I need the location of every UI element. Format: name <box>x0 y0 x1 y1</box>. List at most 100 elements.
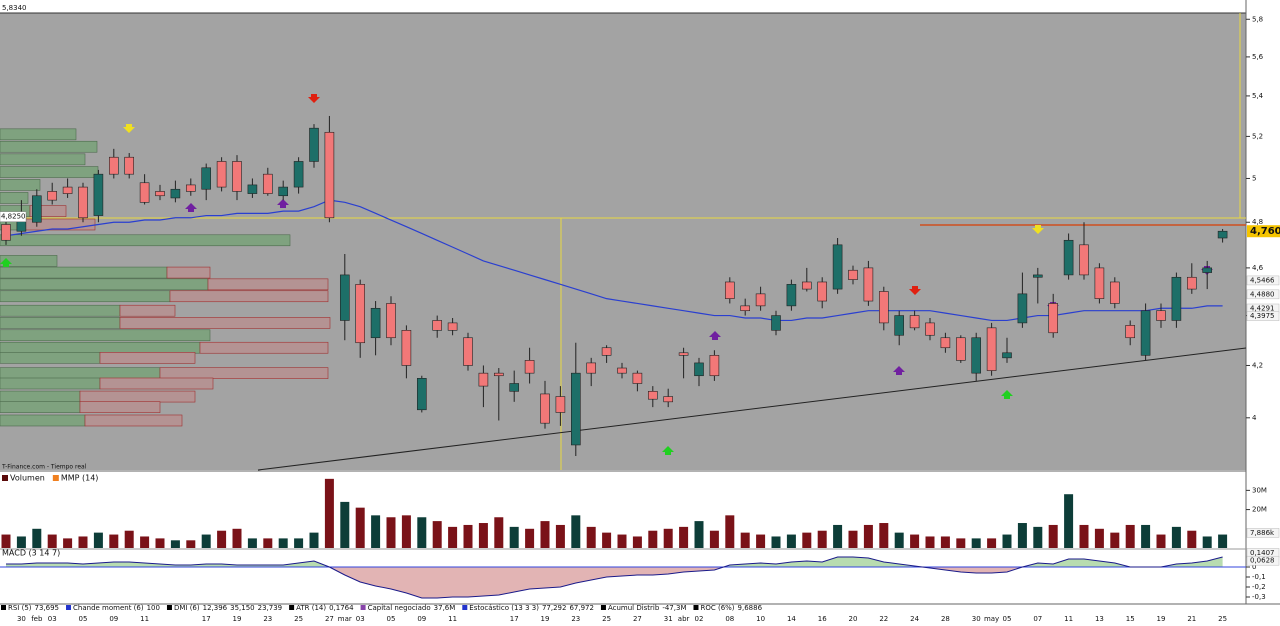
candle-body <box>47 191 58 201</box>
volume-bar <box>93 532 103 548</box>
x-tick-label: 17 <box>202 615 211 623</box>
profile-bar-up <box>0 341 201 354</box>
x-tick-label: 05 <box>387 615 396 623</box>
volume-bar <box>1187 530 1197 548</box>
x-tick-label: 24 <box>910 615 919 623</box>
x-tick-label: 13 <box>1095 615 1104 623</box>
x-tick-label: may <box>984 615 999 623</box>
volume-bar <box>509 526 519 548</box>
x-tick-label: 10 <box>756 615 765 623</box>
volume-bar <box>201 534 211 548</box>
volume-bar <box>540 521 550 548</box>
volume-bar <box>648 530 658 548</box>
profile-bar-up <box>0 352 101 364</box>
profile-bar-up <box>0 255 58 267</box>
volume-bar <box>802 532 812 548</box>
candle-body <box>216 161 227 188</box>
source-label: T-Finance.com - Tiempo real <box>1 464 87 471</box>
profile-bar-down <box>119 317 331 329</box>
volume-bar <box>910 534 920 548</box>
macd-area-positive <box>6 557 1223 567</box>
macd-panel <box>0 549 1246 604</box>
profile-bar-up <box>0 390 81 403</box>
candle-body <box>1217 230 1228 239</box>
x-tick-label: 30 <box>972 615 981 623</box>
candle-body <box>324 131 335 219</box>
profile-bar-up <box>0 290 171 303</box>
x-tick-label: 22 <box>879 615 888 623</box>
top-label: 5,8340 <box>2 4 27 12</box>
value-marker: 4,4291 <box>1250 305 1275 313</box>
signal-arrow <box>909 286 921 295</box>
x-tick-label: 08 <box>725 615 734 623</box>
candle-body <box>570 372 581 446</box>
candle-body <box>1094 267 1105 299</box>
volume-bar <box>971 538 981 548</box>
volume-bar <box>232 528 242 548</box>
profile-bar-down <box>166 266 211 279</box>
last-price: 4,760 <box>1250 226 1280 237</box>
volume-bar <box>324 478 334 548</box>
candle-body <box>771 315 781 331</box>
candle-body <box>1033 274 1043 278</box>
volume-bar <box>1033 526 1043 548</box>
volume-bar <box>386 517 396 548</box>
indicator-reading: 100 <box>147 604 160 612</box>
macd-line <box>6 556 1223 599</box>
candle-body <box>709 355 720 377</box>
x-tick-label: 11 <box>448 615 457 623</box>
volume-bar <box>725 515 735 548</box>
indicator-reading: 73,695 <box>35 604 60 612</box>
candle-body <box>1171 276 1182 321</box>
volume-bar <box>1048 524 1058 548</box>
candle-body <box>647 391 658 400</box>
x-tick-label: 05 <box>1003 615 1012 623</box>
value-marker: 4,4880 <box>1250 290 1275 298</box>
indicator-reading: 37,6M <box>434 604 456 612</box>
volume-bar <box>140 536 150 548</box>
value-marker-box <box>1246 275 1280 286</box>
volume-bar <box>894 532 904 548</box>
profile-bar-up <box>0 377 101 390</box>
candle-body <box>1 224 11 241</box>
candle-body <box>463 337 473 366</box>
volume-bar <box>786 534 796 548</box>
candle-body <box>232 161 242 192</box>
candle-body <box>801 281 812 290</box>
candle-body <box>848 269 858 280</box>
candle-body <box>909 315 920 329</box>
x-tick-label: 31 <box>664 615 673 623</box>
volume-bar <box>371 515 381 548</box>
candle-body <box>1063 239 1074 276</box>
volume-bar <box>987 538 997 548</box>
y-tick-label: 20M <box>1252 506 1267 514</box>
volume-bar <box>1156 534 1166 548</box>
x-tick-label: 16 <box>818 615 827 623</box>
x-tick-label: 17 <box>510 615 519 623</box>
x-tick-label: 15 <box>1126 615 1135 623</box>
candle-body <box>509 383 520 392</box>
candle-body <box>817 281 828 302</box>
volume-bar <box>571 515 581 548</box>
candle-body <box>632 372 643 384</box>
signal-arrow <box>662 446 674 455</box>
y-tick-label: 4,6 <box>1252 264 1264 272</box>
volume-bar <box>602 532 612 548</box>
indicator-reading: -47,3M <box>662 604 686 612</box>
candle-body <box>1017 293 1028 324</box>
indicator-label: Acumul Distrib <box>608 604 660 612</box>
profile-bar-up <box>0 401 81 413</box>
candle-body <box>955 337 966 361</box>
candle-body <box>124 156 134 175</box>
indicator-swatch <box>1 605 6 610</box>
y-tick-label: 30M <box>1252 486 1267 494</box>
profile-bar-down <box>19 218 96 231</box>
volume-bar <box>478 523 488 548</box>
trend-line <box>257 347 1247 471</box>
profile-bar-up <box>0 317 121 329</box>
candle-body <box>1079 244 1089 276</box>
signal-arrow <box>123 124 135 133</box>
y-tick-label: 5 <box>1252 174 1256 182</box>
volume-bar <box>124 530 134 548</box>
x-tick-label: 20 <box>849 615 858 623</box>
